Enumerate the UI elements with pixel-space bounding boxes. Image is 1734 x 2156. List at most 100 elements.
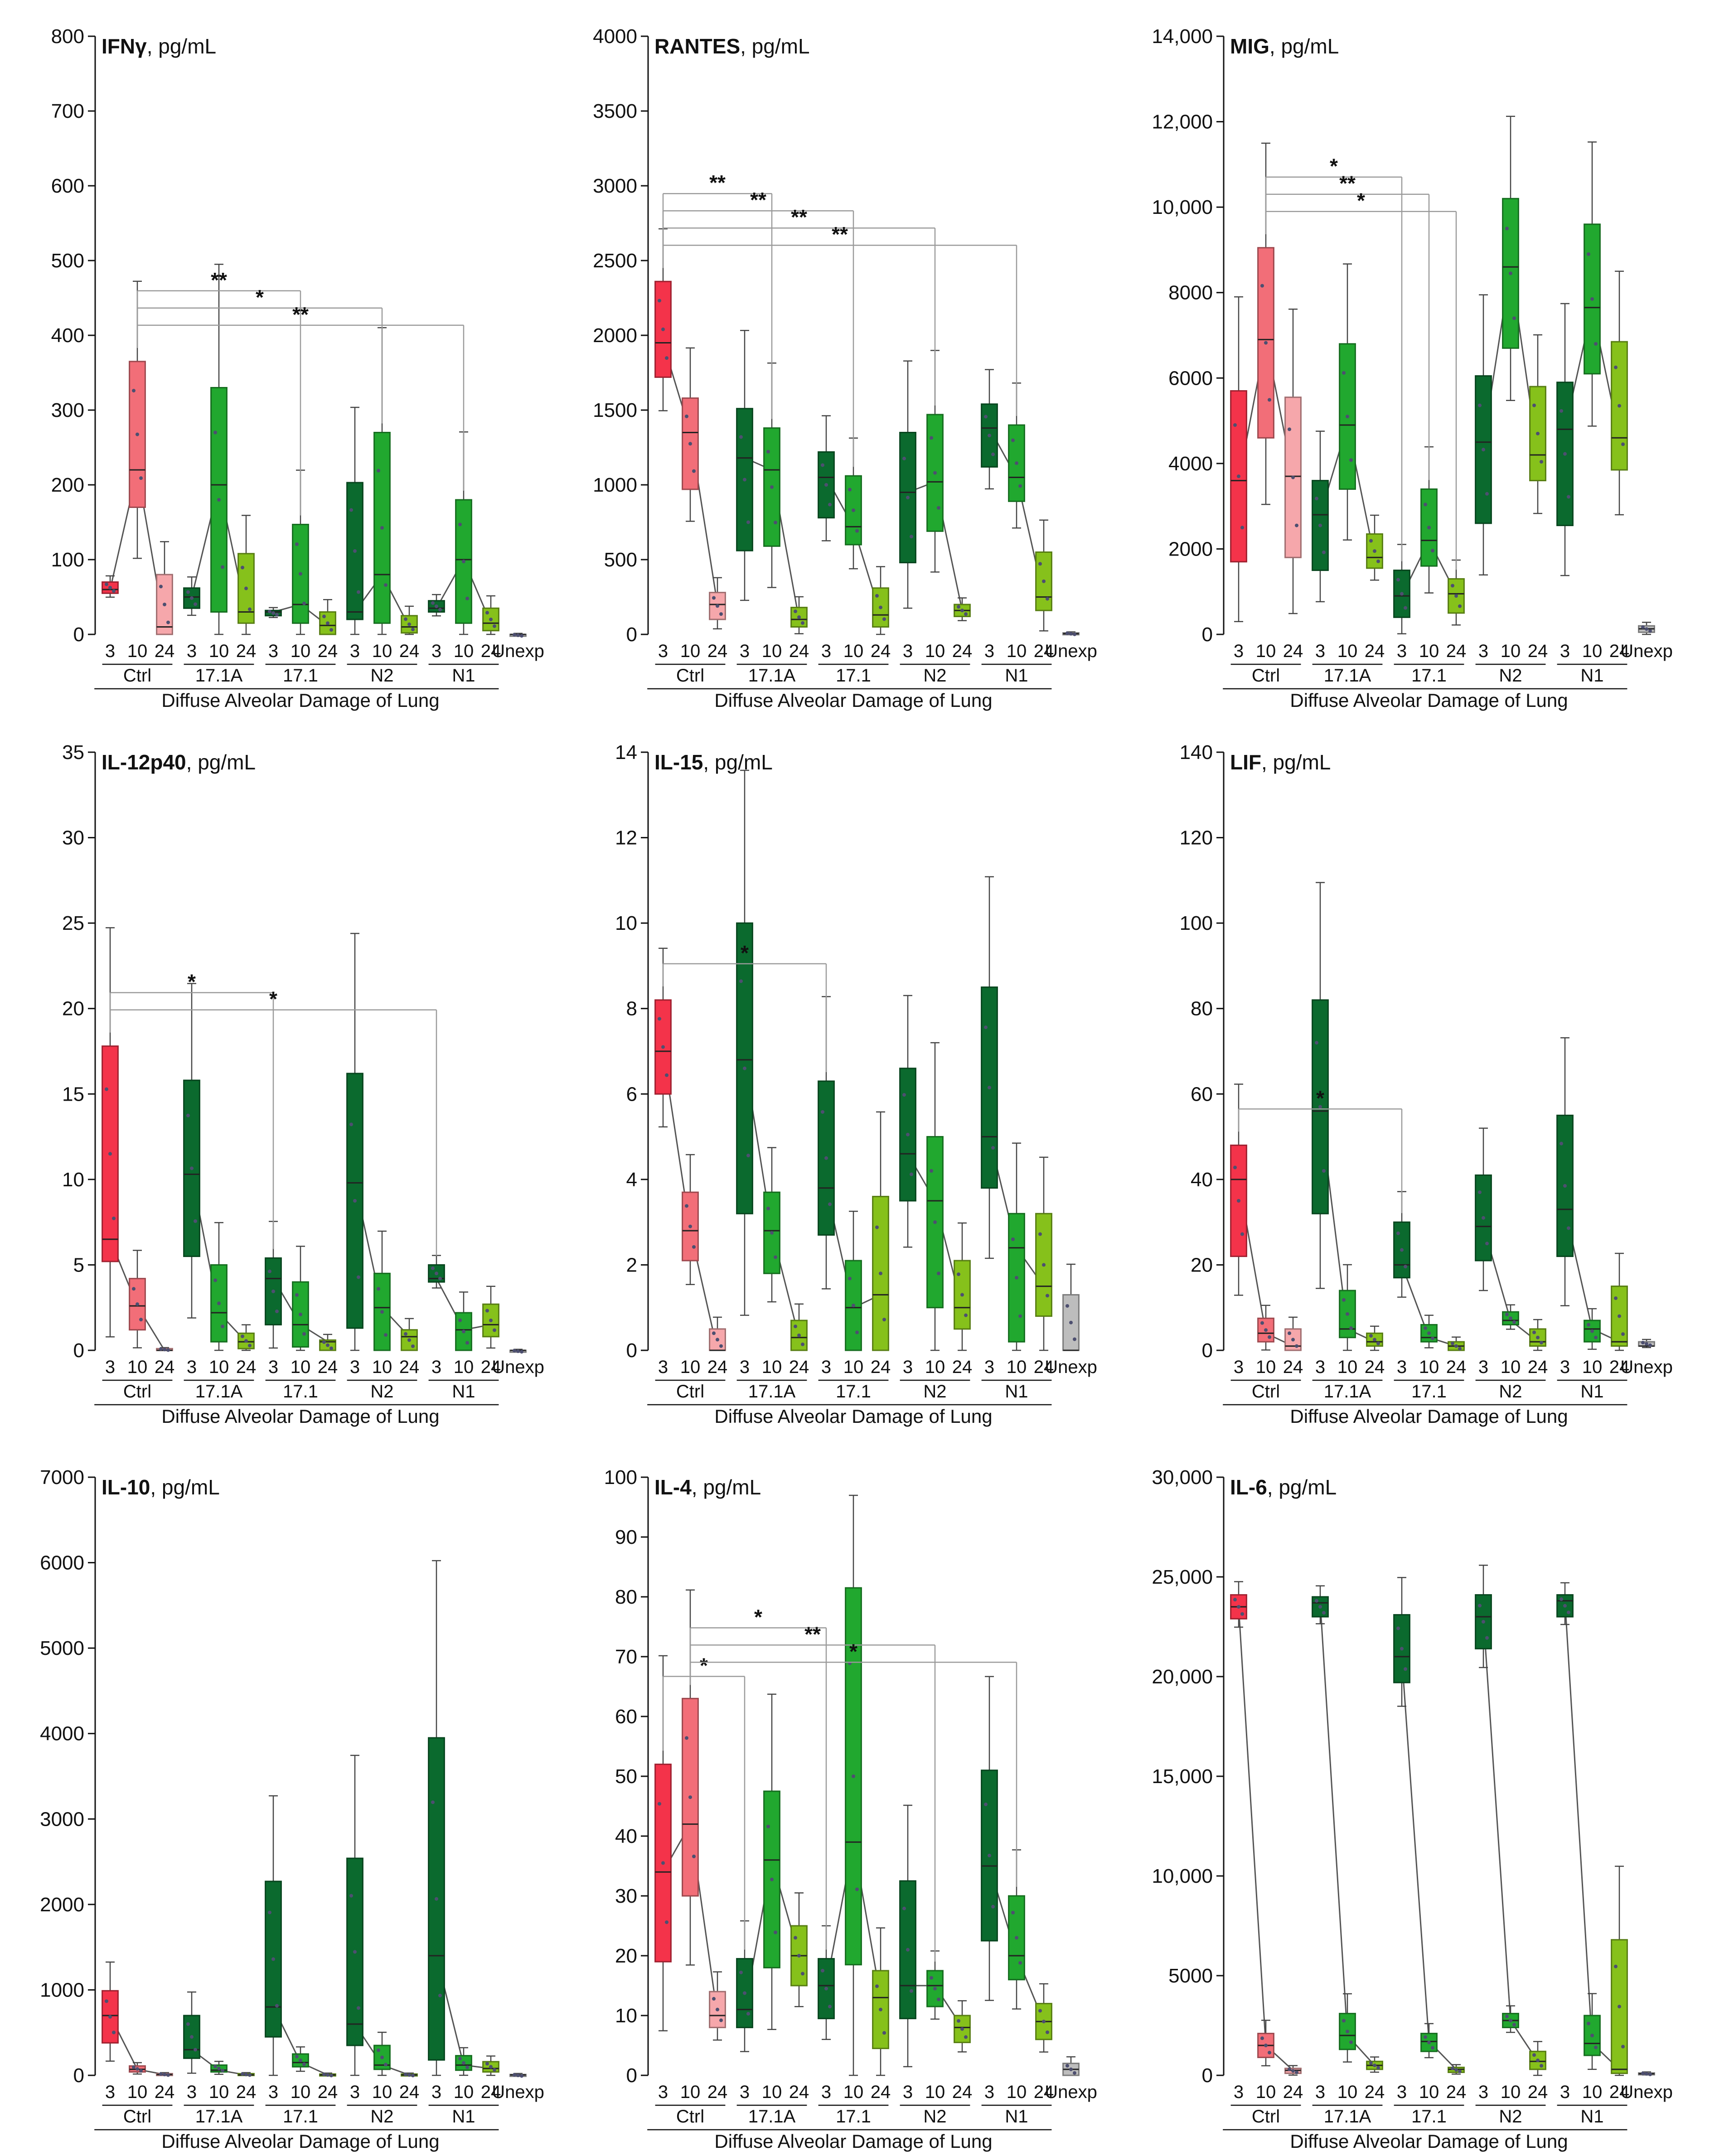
sample-dot	[746, 2012, 750, 2016]
x-group-label: Ctrl	[123, 1382, 151, 1402]
x-day-label: 24	[1283, 2082, 1303, 2102]
sample-dot	[322, 2072, 326, 2076]
x-day-label: 10	[843, 1357, 864, 1377]
sample-dot	[1042, 2020, 1046, 2024]
x-day-label: 24	[1528, 2082, 1548, 2102]
sample-dot	[213, 1278, 217, 1282]
x-day-label: 3	[187, 2082, 197, 2102]
x-day-label: 10	[762, 2082, 782, 2102]
sample-dot	[1073, 632, 1076, 636]
y-tick-label: 2000	[40, 1894, 84, 1916]
x-day-label: 24	[155, 1357, 175, 1377]
sample-dot	[1342, 1298, 1346, 1302]
sample-dot	[1322, 550, 1326, 554]
sample-dot	[821, 463, 824, 467]
x-group-label: 17.1A	[748, 1382, 796, 1402]
sample-dot	[1621, 2045, 1625, 2049]
sample-dot	[404, 1332, 407, 1336]
sample-dot	[1505, 1312, 1509, 1316]
sample-dot	[112, 1216, 116, 1220]
sample-dot	[910, 1989, 913, 1993]
sample-dot	[739, 435, 743, 439]
x-day-label: 24	[236, 1357, 257, 1377]
sample-dot	[848, 1276, 852, 1281]
x-day-label: 3	[350, 1357, 360, 1377]
sample-dot	[1396, 578, 1400, 582]
sample-dot	[1038, 562, 1042, 566]
sample-dot	[458, 1318, 462, 1322]
sample-dot	[108, 1152, 112, 1156]
x-day-label: 3	[105, 2082, 115, 2102]
sample-dot	[132, 2065, 136, 2069]
x-day-label: 3	[903, 2082, 913, 2102]
panel-title: IL-12p40, pg/mL	[102, 750, 256, 774]
x-day-label: 3	[1315, 641, 1325, 661]
sample-dot	[213, 2064, 217, 2069]
significance-label: *	[700, 1654, 708, 1677]
y-tick-label: 10	[615, 2005, 637, 2027]
y-tick-label: 1000	[593, 474, 637, 496]
sample-dot	[520, 1350, 523, 1354]
sample-dot	[1318, 1105, 1322, 1109]
panel-title: IL-10, pg/mL	[102, 1475, 220, 1499]
sample-dot	[513, 2073, 516, 2077]
x-day-label: 10	[1337, 1357, 1358, 1377]
sample-dot	[852, 508, 855, 512]
x-day-label: 3	[1397, 1357, 1407, 1377]
sample-dot	[852, 1774, 855, 1778]
significance-label: *	[1316, 1086, 1324, 1110]
x-day-label: 3	[1560, 2082, 1570, 2102]
significance-label: *	[754, 1605, 762, 1629]
x-unexp-label: Unexp	[1045, 641, 1097, 661]
sample-dot	[465, 596, 469, 600]
y-tick-label: 30	[615, 1885, 637, 1907]
x-unexp-label: Unexp	[492, 1357, 544, 1377]
sample-dot	[1594, 342, 1598, 346]
x-day-label: 24	[789, 1357, 809, 1377]
sample-dot	[1505, 227, 1509, 231]
sample-dot	[665, 356, 668, 360]
x-group-label: 17.1A	[1324, 666, 1371, 686]
sample-dot	[431, 601, 435, 605]
y-tick-label: 2000	[593, 324, 637, 347]
x-day-label: 10	[1007, 2082, 1027, 2102]
sample-dot	[1342, 371, 1346, 375]
sample-dot	[105, 1999, 108, 2003]
sample-dot	[411, 2074, 415, 2078]
panel-6: 0 1000 2000 3000 4000 5000 6000 7000 IL-10, pg/m…	[40, 1466, 544, 2152]
x-day-label: 10	[127, 1357, 148, 1377]
median-trend-line	[1238, 1606, 1294, 2071]
x-group-label: N1	[1005, 666, 1028, 686]
sample-dot	[930, 436, 933, 440]
y-tick-label: 2000	[1168, 538, 1213, 560]
sample-dot	[159, 2072, 163, 2076]
x-day-label: 10	[925, 641, 945, 661]
sample-dot	[824, 1987, 828, 1991]
y-tick-label: 40	[615, 1825, 637, 1847]
sample-dot	[1424, 2035, 1427, 2039]
sample-dot	[661, 1861, 665, 1865]
sample-dot	[1587, 252, 1590, 256]
sample-dot	[217, 2066, 221, 2070]
sample-dot	[692, 1854, 696, 1858]
y-tick-label: 20	[1191, 1254, 1213, 1276]
x-day-label: 24	[1446, 641, 1467, 661]
sample-dot	[513, 633, 516, 637]
sample-dot	[1645, 1342, 1648, 1346]
sample-dot	[882, 2031, 886, 2035]
sample-dot	[493, 1328, 496, 1332]
sample-dot	[1594, 2045, 1598, 2050]
x-unexp-label: Unexp	[1620, 641, 1673, 661]
x-day-label: 3	[821, 1357, 831, 1377]
sample-dot	[1509, 271, 1512, 276]
sample-dot	[1396, 1626, 1400, 1630]
sample-dot	[774, 1930, 777, 1934]
panel-title-name: RANTES	[654, 34, 740, 58]
x-day-label: 10	[127, 2082, 148, 2102]
sample-dot	[821, 1110, 824, 1114]
sample-dot	[716, 604, 719, 608]
y-tick-label: 4000	[1168, 453, 1213, 475]
sample-dot	[801, 621, 804, 625]
x-day-label: 24	[1034, 2082, 1054, 2102]
y-tick-label: 10,000	[1152, 1865, 1213, 1887]
